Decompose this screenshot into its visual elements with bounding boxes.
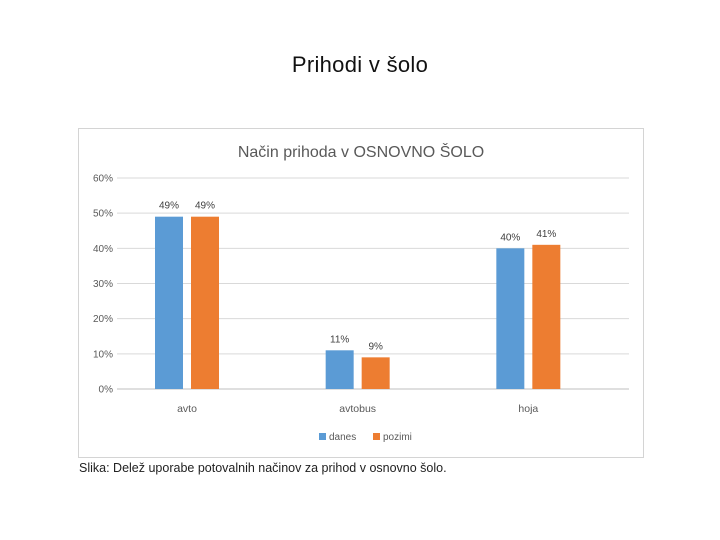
bar-danes-hoja [496,248,525,389]
bars [155,216,561,389]
data-label: 49% [195,201,215,212]
y-tick-label: 0% [99,385,114,396]
y-tick-label: 20% [93,314,113,325]
y-tick-label: 30% [93,279,113,290]
legend: danes pozimi [319,432,412,443]
bar-danes-avtobus [325,350,354,389]
legend-swatch [319,433,326,440]
bar-chart: Način prihoda v OSNOVNO ŠOLO 0% 10% 20% 30%… [93,142,629,443]
x-category-label: hoja [518,403,538,415]
bar-pozimi-hoja [532,244,561,389]
data-label: 41% [536,229,556,240]
y-axis-ticks: 0% 10% 20% 30% 40% 50% 60% [93,174,113,396]
bar-pozimi-avto [191,216,219,389]
data-label: 11% [330,334,349,345]
x-category-label: avtobus [339,403,376,415]
x-axis-categories: avto avtobus hoja [177,403,538,415]
legend-label: pozimi [383,432,412,443]
legend-swatch [373,433,380,440]
data-label: 9% [368,341,383,352]
data-label: 49% [159,201,179,212]
data-label: 40% [500,232,520,243]
y-tick-label: 60% [93,174,113,185]
chart-title: Način prihoda v OSNOVNO ŠOLO [238,142,484,161]
chart-container: Način prihoda v OSNOVNO ŠOLO 0% 10% 20% 30%… [78,128,644,458]
y-tick-label: 10% [93,349,113,360]
data-labels: 49% 49% 11% 9% 40% 41% [159,201,556,353]
page-title: Prihodi v šolo [291,52,429,77]
bar-pozimi-avtobus [361,357,390,389]
x-category-label: avto [177,403,197,415]
legend-label: danes [329,432,356,443]
y-tick-label: 50% [93,209,113,220]
y-tick-label: 40% [93,244,113,255]
figure-caption: Slika: Delež uporabe potovalnih načinov … [79,461,447,475]
bar-danes-avto [155,216,183,389]
